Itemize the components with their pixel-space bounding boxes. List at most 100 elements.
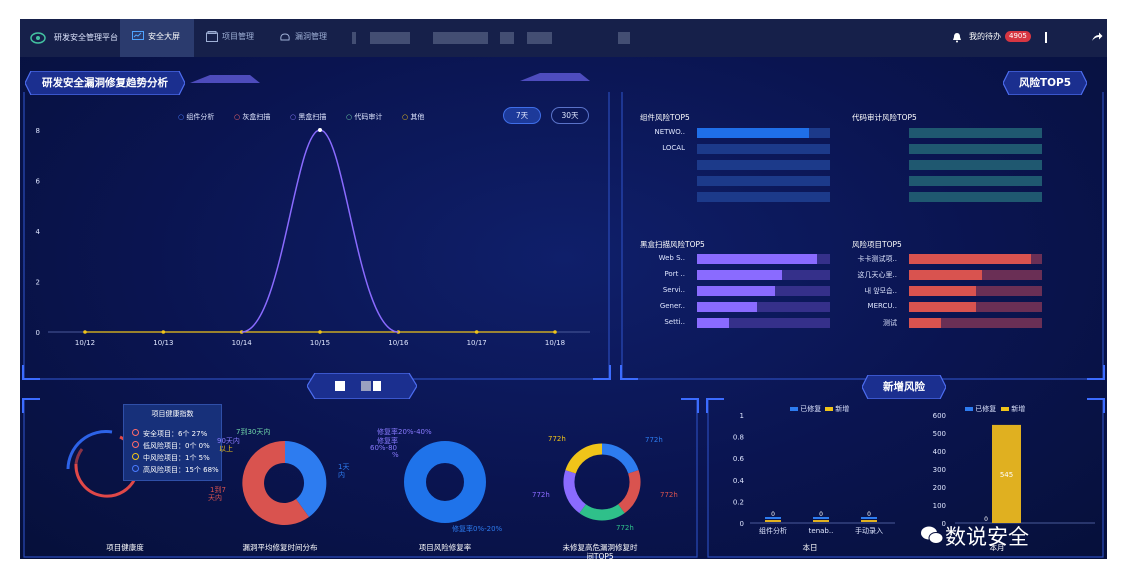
health-tooltip: 项目健康指数 安全项目：6个 27% 低风险项目：0个 0% 中风险项目：1个 …: [123, 404, 222, 481]
risk-bar-fill[interactable]: [697, 254, 817, 264]
user-menu-icon[interactable]: [1045, 32, 1047, 43]
fix-rate-label: 修复率: [377, 437, 398, 445]
series-point-blackbox: [318, 128, 322, 132]
legend-swatch-icon: [1001, 407, 1009, 411]
nav-item-vulnerabilities[interactable]: 漏洞管理: [295, 32, 327, 41]
unfixed-label: 772h: [645, 436, 663, 444]
health-tooltip-row: 中风险项目：1个 5%: [132, 453, 210, 463]
project-risk-title: 风险项目TOP5: [852, 240, 902, 249]
blurred-nav-item: [370, 32, 410, 44]
risk-bar-fill[interactable]: [697, 302, 757, 312]
legend-dot-icon: [132, 429, 139, 436]
nav-item-dashboard[interactable]: 安全大屏: [148, 32, 180, 41]
x-tick-label: 10/16: [388, 339, 409, 347]
fix-rate-donut: [404, 441, 486, 523]
trend-title-plate: [25, 71, 185, 95]
risk-bar-fill[interactable]: [909, 286, 976, 296]
legend-swatch-icon: [790, 407, 798, 411]
risk-bar-fill[interactable]: [909, 302, 976, 312]
new-risk-title-plate: [862, 375, 946, 399]
today-new-bar: [765, 520, 781, 522]
month-y-tick: 400: [933, 448, 946, 456]
legend-item[interactable]: 新增: [1001, 404, 1025, 414]
nav-item-projects[interactable]: 项目管理: [222, 32, 254, 41]
legend-item[interactable]: ○ 黑盒扫描: [290, 112, 326, 122]
fix-rate-label: %: [392, 451, 399, 459]
risk-bar-track: [909, 176, 1042, 186]
health-tooltip-row: 低风险项目：0个 0%: [132, 441, 210, 451]
health-tooltip-row: 高风险项目：15个 68%: [132, 465, 219, 475]
code-audit-risk-title: 代码审计风险TOP5: [852, 113, 917, 122]
risk-bar-fill[interactable]: [697, 270, 783, 280]
series-point-other: [161, 330, 166, 334]
risk-bar-fill[interactable]: [909, 254, 1032, 264]
my-todo-label[interactable]: 我的待办: [969, 32, 1001, 41]
x-tick-label: 10/18: [545, 339, 565, 347]
month-fixed-value: 0: [984, 516, 988, 523]
fix-time-label: 1到7: [210, 486, 226, 494]
fix-time-label: 天内: [208, 494, 222, 502]
month-caption: 本月: [989, 543, 1005, 552]
month-y-tick: 300: [933, 466, 946, 474]
y-tick-label: 2: [36, 279, 40, 287]
y-tick-label: 8: [36, 127, 40, 135]
today-y-tick: 0.4: [733, 477, 745, 485]
risk-bar-fill[interactable]: [909, 270, 983, 280]
risk-bar-fill[interactable]: [697, 318, 729, 328]
platform-logo-icon: [30, 32, 46, 44]
today-fixed-bar: [813, 517, 829, 519]
today-category-label: tenab..: [809, 527, 834, 535]
today-y-tick: 0.8: [733, 434, 744, 442]
risk-bar-track: [909, 302, 1042, 312]
range-30-days-button[interactable]: 30天: [551, 107, 589, 124]
fix-rate-label: 修复率20%-40%: [377, 428, 432, 436]
legend-item[interactable]: 已修复: [790, 404, 821, 414]
risk-bar-fill[interactable]: [697, 286, 776, 296]
legend-item[interactable]: ○ 灰盒扫描: [234, 112, 270, 122]
month-y-tick: 500: [933, 430, 946, 438]
risk-bar-fill[interactable]: [697, 128, 809, 138]
legend-item[interactable]: ○ 代码审计: [346, 112, 382, 122]
health-caption: 项目健康度: [106, 543, 144, 552]
project-icon: [206, 31, 218, 42]
range-7-days-button[interactable]: 7天: [503, 107, 541, 124]
today-fixed-bar: [861, 517, 877, 519]
legend-item[interactable]: 新增: [825, 404, 849, 414]
unfixed-label: 772h: [532, 491, 550, 499]
risk-bar-label: 这几天心里..: [857, 271, 897, 279]
risk-bar-track: [697, 192, 830, 202]
logout-arrow-icon[interactable]: [1091, 32, 1103, 43]
unfixed-label: 772h: [660, 491, 678, 499]
risk-bar-track: [909, 128, 1042, 138]
risk-bar-track: [697, 318, 830, 328]
legend-item[interactable]: 已修复: [965, 404, 996, 414]
health-row-text: 高风险项目：15个 68%: [143, 466, 219, 474]
blurred-title-plate: [307, 373, 417, 399]
new-risk-charts: 0 100 200 300 400 500 600 545 0 0 0.2 0.4 0.6 0.8 1 0 组件…: [733, 412, 1095, 535]
legend-label: 代码审计: [354, 113, 383, 121]
dashboard-icon: [132, 31, 144, 40]
series-point-other: [83, 330, 87, 334]
y-tick-label: 0: [36, 329, 40, 337]
today-new-bar: [861, 520, 877, 522]
fix-time-donut: [242, 440, 327, 525]
health-row-text: 安全项目：6个 27%: [143, 430, 208, 438]
blurred-nav-item: [500, 32, 514, 44]
today-y-tick: 1: [740, 412, 744, 420]
legend-item[interactable]: ○ 其他: [402, 112, 424, 122]
legend-dot-icon: [132, 441, 139, 448]
fix-time-label: 内: [338, 471, 345, 479]
legend-item[interactable]: ○ 组件分析: [178, 112, 214, 122]
risk-bar-fill[interactable]: [909, 318, 941, 328]
legend-label: 已修复: [975, 405, 997, 413]
risk-panel-title: 风险TOP5: [1018, 77, 1072, 89]
legend-label: 新增: [1011, 405, 1026, 413]
health-tooltip-row: 安全项目：6个 27%: [132, 429, 207, 439]
bell-icon[interactable]: [952, 32, 962, 43]
legend-dot-icon: ○: [402, 113, 409, 121]
x-tick-label: 10/12: [75, 339, 95, 347]
risk-bar-track: [697, 302, 830, 312]
fix-rate-label: 修复率0%-20%: [452, 525, 503, 533]
risk-bar-label: 내 앞모습..: [864, 287, 897, 295]
blurred-nav-item: [352, 32, 356, 44]
